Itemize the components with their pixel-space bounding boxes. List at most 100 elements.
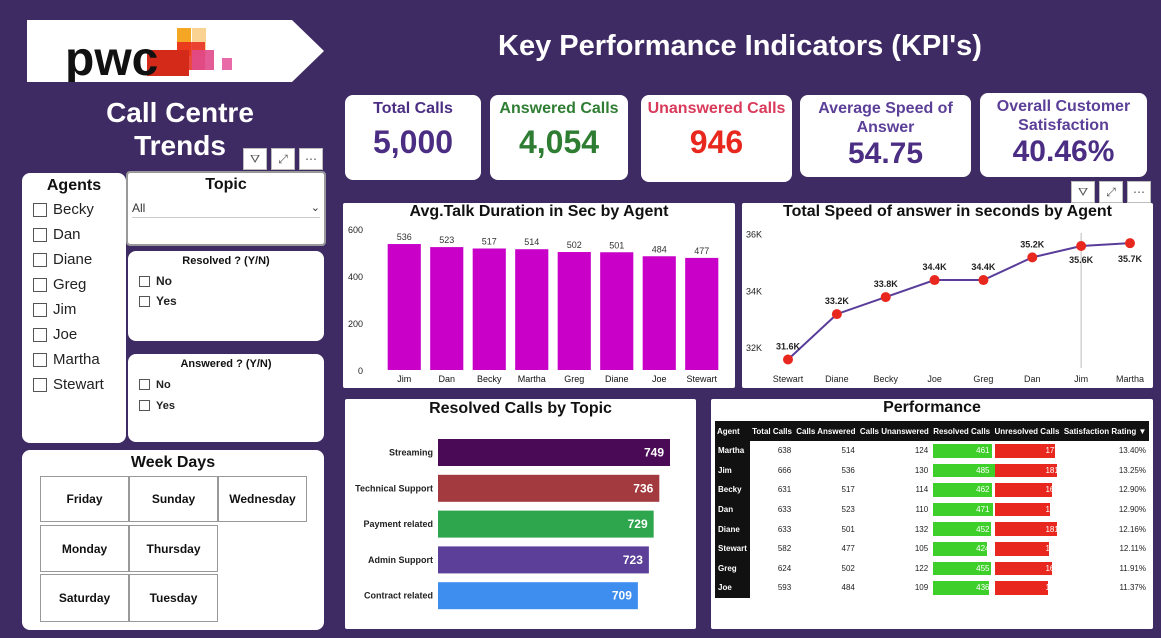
checkbox-icon[interactable] <box>33 227 47 242</box>
column-header[interactable]: Calls Answered <box>794 421 858 441</box>
answered-option[interactable]: No <box>139 374 324 395</box>
weekday-button[interactable]: Thursday <box>129 525 218 572</box>
resolved-calls-cell: 452 <box>931 519 992 539</box>
table-cell: 633 <box>777 524 792 534</box>
table-row[interactable]: Martha 638 514 124 461 177 13.40% <box>715 441 1149 461</box>
kpi-value: 54.75 <box>847 137 924 170</box>
kpi-label: Total Calls <box>373 100 453 117</box>
data-point <box>978 275 989 286</box>
kpi-label: Overall Customer Satisfaction <box>996 98 1131 134</box>
data-label: 523 <box>439 235 454 245</box>
bar <box>600 252 634 370</box>
table-row[interactable]: Jim 666 536 130 485 181 13.25% <box>715 460 1149 481</box>
agent-option[interactable]: Martha <box>33 347 126 372</box>
category-label: Streaming <box>389 448 433 458</box>
table-cell: 105 <box>914 544 929 554</box>
table-cell: 13.40% <box>1118 446 1146 456</box>
weekday-button[interactable]: Wednesday <box>218 476 307 522</box>
weekday-button[interactable]: Monday <box>40 525 129 572</box>
data-bar <box>933 561 992 576</box>
kpi-customer-satisfaction: Overall Customer Satisfaction 40.46% <box>980 93 1147 177</box>
column-header[interactable]: Total Calls <box>750 421 795 441</box>
agent-option[interactable]: Stewart <box>33 372 126 397</box>
data-label: 536 <box>397 232 412 242</box>
table-cell: 484 <box>841 583 855 593</box>
page-title: Key Performance Indicators (KPI's) <box>498 30 982 62</box>
checkbox-icon[interactable] <box>33 277 47 292</box>
agent-option[interactable]: Greg <box>33 272 126 297</box>
agent-cell: Diane <box>715 519 751 539</box>
checkbox-icon[interactable] <box>33 252 47 267</box>
data-label: 736 <box>633 481 653 495</box>
agent-option-label: Dan <box>53 226 81 243</box>
cell-value: 162 <box>1045 505 1059 515</box>
agent-option[interactable]: Jim <box>33 297 126 322</box>
table-title: Performance <box>883 399 981 416</box>
focus-mode-icon[interactable]: ⤢ <box>271 148 295 170</box>
checkbox-icon[interactable] <box>139 379 150 390</box>
topic-dropdown[interactable]: All ⌄ <box>132 198 320 218</box>
weekday-button[interactable]: Saturday <box>40 574 129 622</box>
weekday-button[interactable]: Friday <box>40 476 129 522</box>
y-tick-label: 0 <box>358 366 363 376</box>
x-tick-label: Greg <box>973 374 993 384</box>
bar <box>438 474 660 502</box>
focus-mode-icon[interactable]: ⤢ <box>1099 181 1123 203</box>
weekday-button[interactable]: Sunday <box>129 476 218 522</box>
column-header[interactable]: Resolved Calls <box>931 421 993 441</box>
table-row[interactable]: Stewart 582 477 105 424 158 12.11% <box>715 538 1149 559</box>
answered-option[interactable]: Yes <box>139 395 324 416</box>
data-label: 477 <box>694 246 709 256</box>
x-tick-label: Stewart <box>773 374 804 384</box>
resolved-option-label: Yes <box>156 294 177 308</box>
weekday-button[interactable]: Tuesday <box>129 574 218 622</box>
checkbox-icon[interactable] <box>139 275 150 287</box>
column-header-sorted[interactable]: Satisfaction Rating ▼ <box>1061 421 1149 441</box>
category-label: Technical Support <box>355 483 433 493</box>
x-tick-label: Joe <box>927 374 942 384</box>
data-point <box>831 309 842 320</box>
resolved-option[interactable]: No <box>139 271 324 291</box>
checkbox-icon[interactable] <box>33 302 47 317</box>
agent-option-label: Martha <box>53 351 100 368</box>
agent-option[interactable]: Becky <box>33 197 126 222</box>
table-row[interactable]: Dan 633 523 110 471 162 12.90% <box>715 499 1149 520</box>
column-header[interactable]: Calls Unanswered <box>857 421 932 441</box>
checkbox-icon[interactable] <box>33 202 47 217</box>
table-row[interactable]: Joe 593 484 109 436 157 11.37% <box>715 578 1149 598</box>
data-label: 33.8K <box>874 279 899 289</box>
kpi-answered-calls: Answered Calls 4,054 <box>490 95 628 180</box>
table-cell: 624 <box>777 563 792 573</box>
table-row[interactable]: Becky 631 517 114 462 169 12.90% <box>715 480 1149 500</box>
filter-icon[interactable]: ⛛ <box>1071 181 1095 203</box>
more-options-icon[interactable]: ⋯ <box>299 148 323 170</box>
agent-option[interactable]: Dan <box>33 222 126 247</box>
x-tick-label: Dan <box>438 374 455 384</box>
checkbox-icon[interactable] <box>33 352 47 367</box>
checkbox-icon[interactable] <box>33 377 47 392</box>
column-header[interactable]: Unresolved Calls <box>992 421 1062 441</box>
agent-option[interactable]: Diane <box>33 247 126 272</box>
performance-table-card: Performance Agent Total Calls Calls Answ… <box>711 399 1153 629</box>
x-tick-label: Jim <box>1074 374 1088 384</box>
column-header[interactable]: Agent <box>715 421 751 441</box>
table-cell: 13.25% <box>1118 465 1146 475</box>
cell-value: 169 <box>1045 485 1059 495</box>
resolved-calls-cell: 436 <box>931 578 992 598</box>
sort-descending-icon: ▼ <box>1138 426 1147 436</box>
table-row[interactable]: Diane 633 501 132 452 181 12.16% <box>715 519 1149 539</box>
more-options-icon[interactable]: ⋯ <box>1127 181 1151 203</box>
checkbox-icon[interactable] <box>139 295 150 307</box>
bar <box>438 510 654 538</box>
cell-value: 452 <box>976 524 990 534</box>
checkbox-icon[interactable] <box>139 400 150 411</box>
checkbox-icon[interactable] <box>33 327 47 342</box>
resolved-calls-cell: 471 <box>931 500 994 520</box>
speed-of-answer-svg: 32K 34K 36K 31.6K Stewart 33.2K Diane 33.8K Beck… <box>746 230 1144 384</box>
filter-icon[interactable]: ⛛ <box>243 148 267 170</box>
agent-option[interactable]: Joe <box>33 322 126 347</box>
resolved-calls-cell: 461 <box>931 441 993 461</box>
resolved-option[interactable]: Yes <box>139 291 324 311</box>
table-row[interactable]: Greg 624 502 122 455 169 11.91% <box>715 558 1149 579</box>
agent-cell: Becky <box>715 480 751 500</box>
